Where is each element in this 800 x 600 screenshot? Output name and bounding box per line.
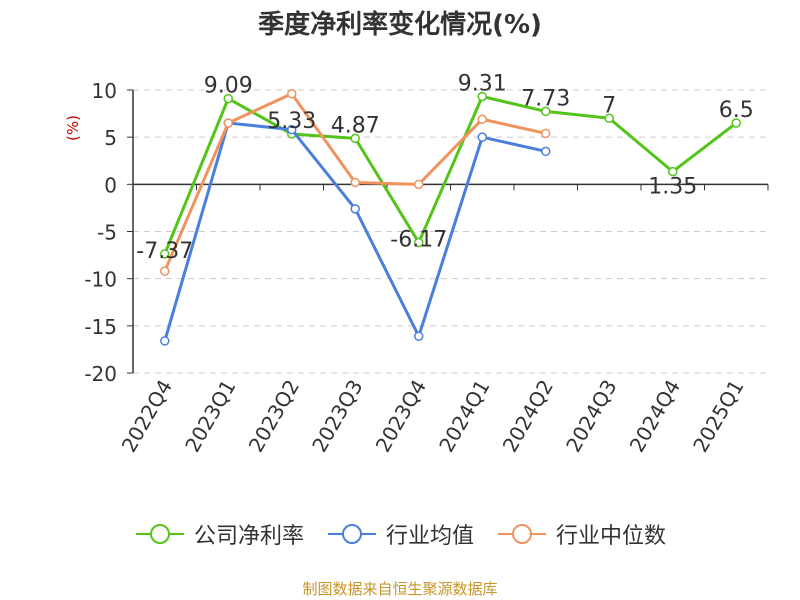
legend-item[interactable]: 公司净利率 (134, 518, 304, 550)
y-tick-label: -10 (84, 268, 117, 292)
data-label: 9.31 (458, 72, 507, 97)
legend-swatch-icon (135, 524, 184, 544)
x-tick-label: 2023Q3 (307, 376, 367, 457)
data-point (350, 177, 360, 188)
series-line (163, 95, 738, 255)
data-point (477, 132, 487, 142)
x-tick-label: 2023Q2 (244, 376, 304, 457)
legend: 公司净利率 行业均值 行业中位数 (0, 518, 800, 550)
data-point (414, 237, 424, 248)
data-point (541, 146, 551, 157)
legend-swatch-icon (327, 524, 376, 544)
data-point (160, 266, 170, 276)
data-label: 9.09 (204, 74, 253, 99)
data-point (223, 118, 233, 128)
data-point (350, 133, 360, 144)
legend-item[interactable]: 行业中位数 (496, 518, 666, 550)
data-point (541, 128, 551, 139)
x-tick-label: 2024Q1 (434, 376, 494, 457)
series-lines (160, 89, 741, 346)
data-label: 1.35 (648, 175, 697, 200)
data-point (477, 91, 487, 102)
chart-title: 季度净利率变化情况(%) (258, 10, 542, 40)
data-point (541, 106, 551, 117)
data-point (350, 204, 360, 214)
data-point (287, 124, 297, 135)
x-tick-label: 2023Q4 (371, 376, 431, 457)
data-label: -7.37 (136, 239, 193, 264)
data-point (223, 93, 233, 104)
y-tick-label: -5 (97, 221, 117, 245)
y-axis-label: (%) (64, 115, 82, 141)
data-point (668, 166, 678, 177)
data-label: 5.33 (267, 109, 316, 134)
x-tick-label: 2024Q3 (561, 376, 621, 457)
y-tick-label: -20 (84, 362, 117, 386)
data-label: -6.17 (390, 228, 447, 253)
y-tick-label: -15 (84, 315, 117, 339)
data-point (160, 336, 170, 346)
legend-item[interactable]: 行业均值 (326, 518, 474, 550)
data-label: 4.87 (331, 113, 380, 138)
y-tick-label: 0 (104, 173, 117, 197)
data-point (414, 179, 424, 190)
data-point (731, 118, 741, 128)
data-point (414, 331, 424, 341)
data-point (604, 113, 614, 124)
gridlines (133, 89, 768, 374)
x-tick-label: 2024Q4 (625, 376, 685, 457)
x-tick-label: 2025Q1 (688, 376, 748, 457)
source-note: 制图数据来自恒生聚源数据库 (302, 580, 498, 598)
legend-swatch-icon (498, 524, 546, 544)
data-point (477, 114, 487, 124)
legend-label: 行业中位数 (556, 524, 667, 549)
data-labels: -7.37 9.09 5.33 4.87 -6.17 9.31 7.73 7 1.35 6.5 (136, 72, 753, 264)
y-tick-label: 10 (92, 79, 117, 103)
legend-label: 行业均值 (385, 524, 474, 549)
data-label: 7.73 (521, 86, 570, 111)
x-tick-label: 2024Q2 (498, 376, 558, 457)
data-label: 7 (602, 93, 616, 118)
x-tick-label: 2023Q1 (180, 376, 240, 457)
data-point (287, 89, 297, 99)
legend-label: 公司净利率 (193, 524, 304, 549)
y-tick-label: 5 (104, 126, 117, 150)
x-tick-label: 2022Q4 (117, 376, 177, 457)
data-label: 6.5 (719, 98, 754, 123)
data-point (160, 249, 170, 259)
